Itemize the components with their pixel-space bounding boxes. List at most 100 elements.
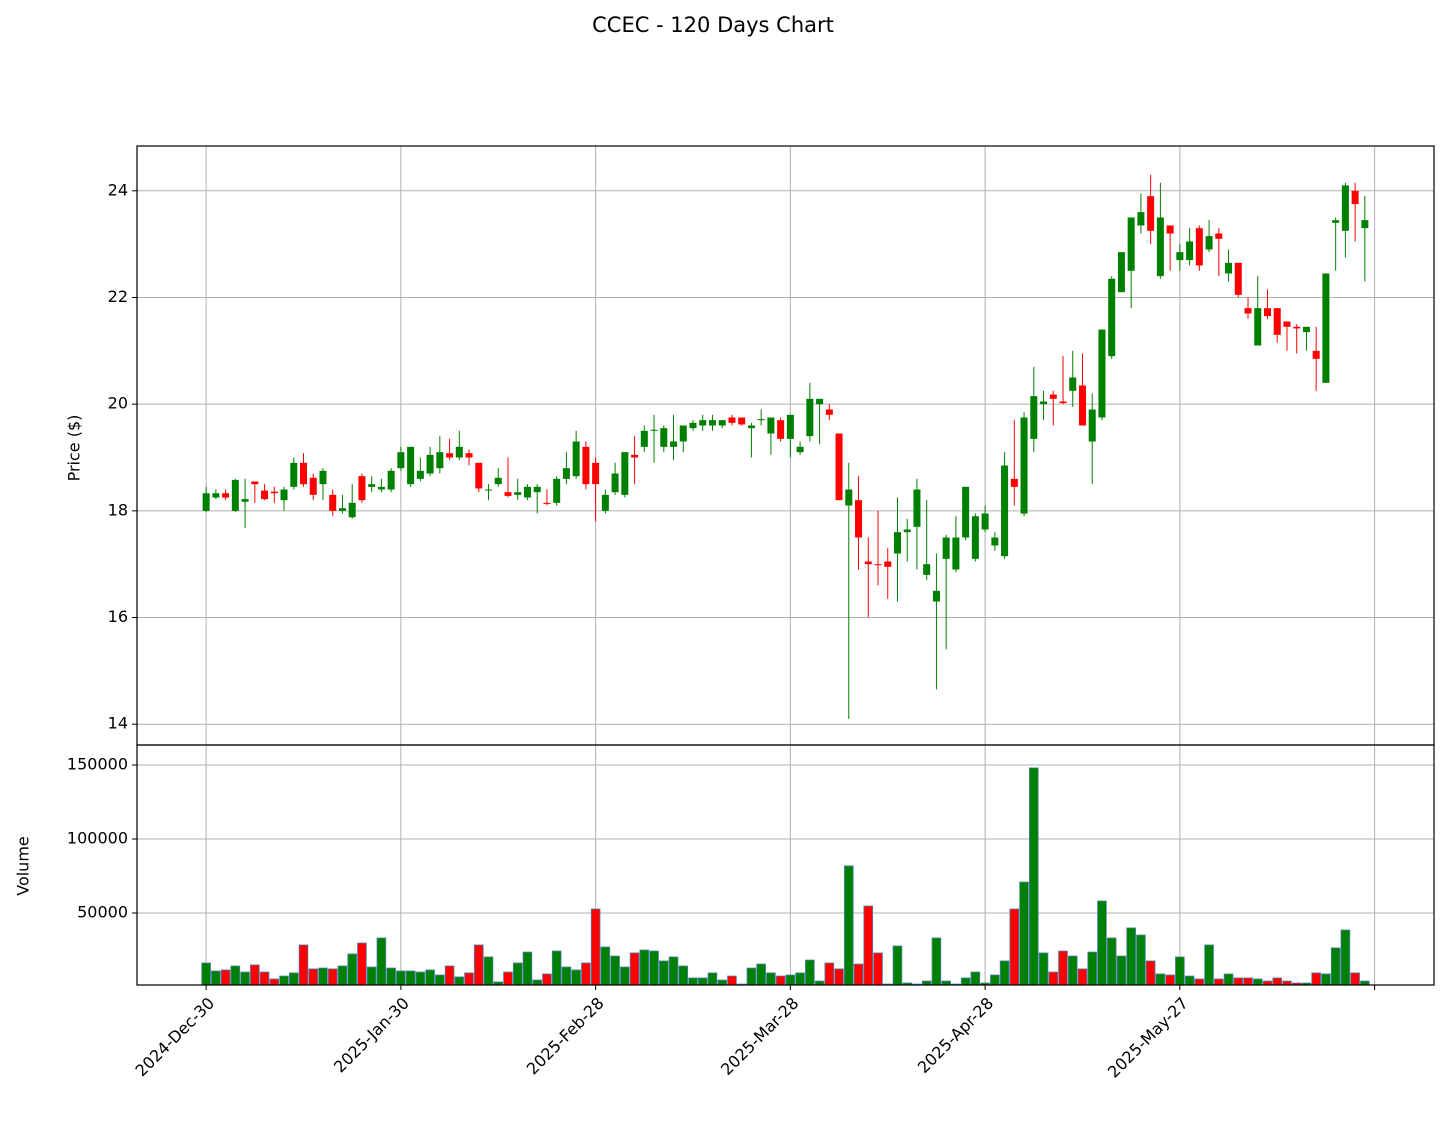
candle-body xyxy=(1059,401,1067,404)
candle-body xyxy=(1176,252,1184,261)
volume-bar xyxy=(1009,908,1020,986)
candle-body xyxy=(300,462,308,485)
volume-bar xyxy=(522,951,533,986)
candle-body xyxy=(1166,225,1174,234)
volume-bar xyxy=(1106,937,1117,986)
volume-bar xyxy=(308,968,319,986)
y-axis-label: Volume xyxy=(14,836,33,896)
volume-bar xyxy=(288,972,299,986)
candle-body xyxy=(1108,278,1116,357)
volume-bar xyxy=(327,968,338,986)
volume-bar xyxy=(727,975,737,986)
candle-body xyxy=(416,470,424,479)
candle-body xyxy=(407,446,415,485)
volume-bar xyxy=(1126,927,1136,986)
volume-bar xyxy=(1272,977,1283,986)
volume-bar xyxy=(1350,972,1360,986)
candle-body xyxy=(212,493,220,498)
volume-bar xyxy=(931,937,942,986)
volume-bar xyxy=(1029,767,1039,986)
volume-bar xyxy=(1097,900,1107,986)
candle-body xyxy=(747,425,755,429)
candle-body xyxy=(786,414,794,439)
volume-bar xyxy=(610,955,620,986)
candle-body xyxy=(231,479,239,511)
candle-body xyxy=(1263,308,1271,317)
x-tick-label: 2025-Jan-30 xyxy=(330,994,413,1077)
candle-body xyxy=(825,409,833,415)
candle-body xyxy=(884,561,892,567)
candle-body xyxy=(893,532,901,554)
candle-body xyxy=(514,492,522,495)
volume-bar xyxy=(1194,978,1205,986)
candle-body xyxy=(504,492,512,496)
candle-body xyxy=(533,486,541,493)
volume-bar xyxy=(435,974,445,986)
candle-body xyxy=(455,446,463,458)
candle-body xyxy=(757,419,765,421)
candle-body xyxy=(971,516,979,559)
candle-body xyxy=(572,441,580,477)
y-tick-label: 22 xyxy=(108,287,128,306)
candle-body xyxy=(855,500,863,538)
candle-body xyxy=(494,477,502,485)
chart-title: CCEC - 120 Days Chart xyxy=(592,13,834,37)
x-tick-label: 2024-Dec-30 xyxy=(131,994,218,1081)
volume-bar xyxy=(1175,956,1185,986)
candle-body xyxy=(1010,478,1018,487)
candle-body xyxy=(1254,308,1262,346)
candle-body xyxy=(553,478,561,503)
candle-body xyxy=(923,564,931,575)
volume-bar xyxy=(211,970,221,986)
volume-bar xyxy=(834,968,844,986)
candle-body xyxy=(1341,185,1349,231)
candle-body xyxy=(338,508,346,511)
candle-body xyxy=(348,502,356,518)
candle-body xyxy=(582,446,590,485)
volume-bar xyxy=(444,965,455,986)
candle-body xyxy=(1234,262,1242,295)
candle-body xyxy=(1361,220,1369,229)
volume-bar xyxy=(1048,971,1059,986)
volume-bar xyxy=(279,975,289,986)
candle-body xyxy=(874,564,882,566)
volume-bar xyxy=(483,956,494,986)
y-axis-label: Price ($) xyxy=(65,415,84,482)
candle-body xyxy=(601,494,609,511)
volume-bar xyxy=(1252,978,1263,986)
candle-body xyxy=(1147,196,1155,231)
candle-body xyxy=(1001,465,1009,557)
volume-bar xyxy=(259,971,270,986)
volume-bar xyxy=(337,965,348,986)
volume-bar xyxy=(873,952,883,986)
candle-body xyxy=(1049,394,1057,399)
volume-bar xyxy=(1019,881,1029,986)
candle-body xyxy=(660,428,668,447)
volume-bar xyxy=(201,962,211,986)
volume-bar xyxy=(376,937,387,986)
candle-body xyxy=(202,493,210,511)
volume-bar xyxy=(1184,975,1195,986)
volume-bar xyxy=(318,967,328,986)
volume-bar xyxy=(561,966,572,986)
y-tick-label: 100000 xyxy=(67,828,128,847)
candle-body xyxy=(962,486,970,538)
plot-frame xyxy=(136,145,1435,746)
volume-bar xyxy=(396,970,406,986)
volume-bar xyxy=(571,969,581,986)
volume-bar xyxy=(269,978,280,986)
candle-body xyxy=(270,491,278,494)
candle-body xyxy=(1117,252,1125,293)
candle-body xyxy=(465,453,473,458)
volume-bar xyxy=(415,971,426,986)
candle-body xyxy=(728,417,736,423)
candle-body xyxy=(952,537,960,570)
volume-bar xyxy=(1233,977,1244,986)
volume-bar xyxy=(386,967,396,986)
candle-body xyxy=(251,481,259,485)
volume-bar xyxy=(960,977,971,986)
candle-body xyxy=(1273,308,1281,335)
volume-bar xyxy=(347,953,357,986)
candle-body xyxy=(1098,329,1106,418)
